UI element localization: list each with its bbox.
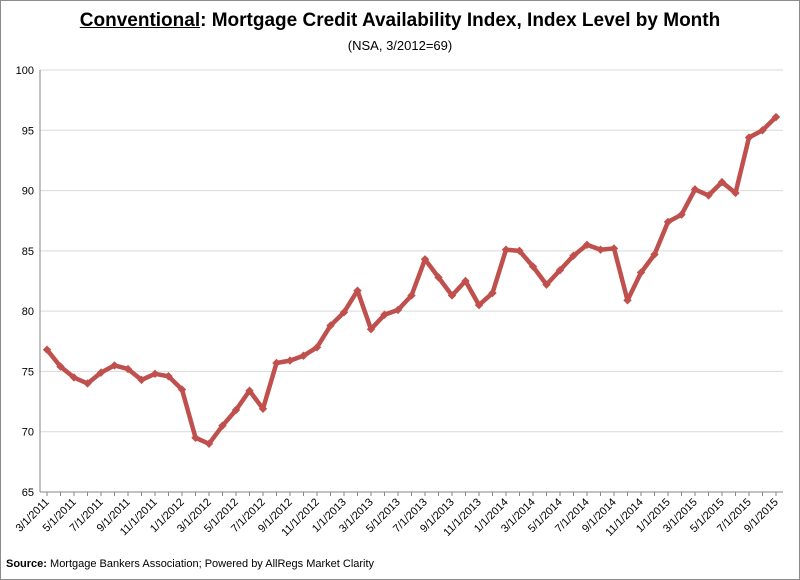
- data-point-marker: [366, 325, 376, 334]
- data-point-marker: [258, 404, 268, 414]
- data-point-marker: [123, 364, 133, 374]
- data-point-marker: [285, 356, 295, 365]
- data-point-marker: [542, 280, 551, 289]
- data-point-marker: [488, 288, 497, 298]
- source-note: Source: Mortgage Bankers Association; Po…: [6, 558, 374, 570]
- source-text: Mortgage Bankers Association; Powered by…: [46, 558, 375, 570]
- data-point-marker: [407, 291, 416, 300]
- data-point-marker: [218, 421, 227, 430]
- data-point-marker: [569, 251, 578, 260]
- data-point-marker: [582, 240, 592, 250]
- data-point-marker: [515, 246, 524, 256]
- data-point-marker: [434, 273, 443, 282]
- data-point-marker: [380, 310, 389, 319]
- data-point-marker: [191, 433, 200, 442]
- data-point-marker: [677, 210, 686, 219]
- data-point-marker: [326, 321, 335, 330]
- data-point-marker: [690, 185, 700, 194]
- y-tick-label: 70: [22, 427, 34, 439]
- data-point-marker: [312, 343, 322, 352]
- chart-subtitle: (NSA, 3/2012=69): [347, 38, 453, 53]
- data-point-marker: [393, 305, 403, 315]
- data-point-marker: [447, 291, 457, 300]
- data-point-marker: [83, 379, 92, 388]
- data-point-marker: [110, 361, 119, 370]
- data-point-marker: [528, 262, 538, 271]
- data-point-marker: [555, 265, 565, 275]
- data-point-marker: [420, 255, 430, 264]
- source-label: Source:: [6, 558, 47, 570]
- data-point-marker: [164, 372, 173, 381]
- data-point-marker: [299, 351, 308, 360]
- y-tick-label: 100: [16, 65, 34, 77]
- data-point-marker: [42, 345, 52, 354]
- data-point-marker: [609, 244, 619, 253]
- y-tick-label: 85: [22, 246, 34, 258]
- y-tick-label: 75: [22, 366, 34, 378]
- data-point-marker: [744, 133, 754, 142]
- data-point-marker: [623, 296, 632, 305]
- data-point-marker: [177, 385, 187, 394]
- y-tick-label: 65: [22, 487, 34, 499]
- data-point-marker: [704, 191, 713, 200]
- y-tick-label: 90: [22, 186, 34, 198]
- chart-title-rest: : Mortgage Credit Availability Index, In…: [200, 10, 721, 31]
- data-point-marker: [663, 217, 673, 227]
- data-point-marker: [596, 245, 605, 254]
- data-point-marker: [339, 308, 349, 317]
- data-point-marker: [137, 375, 146, 385]
- data-point-marker: [56, 362, 65, 371]
- chart-title: Conventional: Mortgage Credit Availabili…: [0, 10, 800, 32]
- data-point-marker: [231, 405, 241, 415]
- data-point-marker: [204, 439, 214, 448]
- data-point-marker: [245, 386, 254, 395]
- chart-title-emphasis: Conventional: [79, 10, 201, 31]
- data-point-marker: [758, 126, 767, 135]
- data-point-marker: [636, 268, 646, 277]
- data-point-marker: [150, 369, 160, 379]
- data-point-marker: [771, 112, 781, 122]
- y-tick-label: 95: [22, 125, 34, 137]
- data-point-marker: [717, 177, 727, 187]
- data-point-marker: [474, 300, 484, 310]
- data-point-marker: [69, 373, 79, 382]
- data-point-marker: [501, 245, 511, 254]
- data-point-marker: [731, 188, 740, 198]
- data-point-marker: [650, 250, 659, 259]
- data-point-marker: [353, 286, 362, 295]
- data-point-marker: [272, 358, 281, 368]
- series-line: [44, 114, 779, 447]
- data-point-marker: [96, 368, 106, 377]
- data-point-marker: [461, 276, 470, 286]
- y-tick-label: 80: [22, 306, 34, 318]
